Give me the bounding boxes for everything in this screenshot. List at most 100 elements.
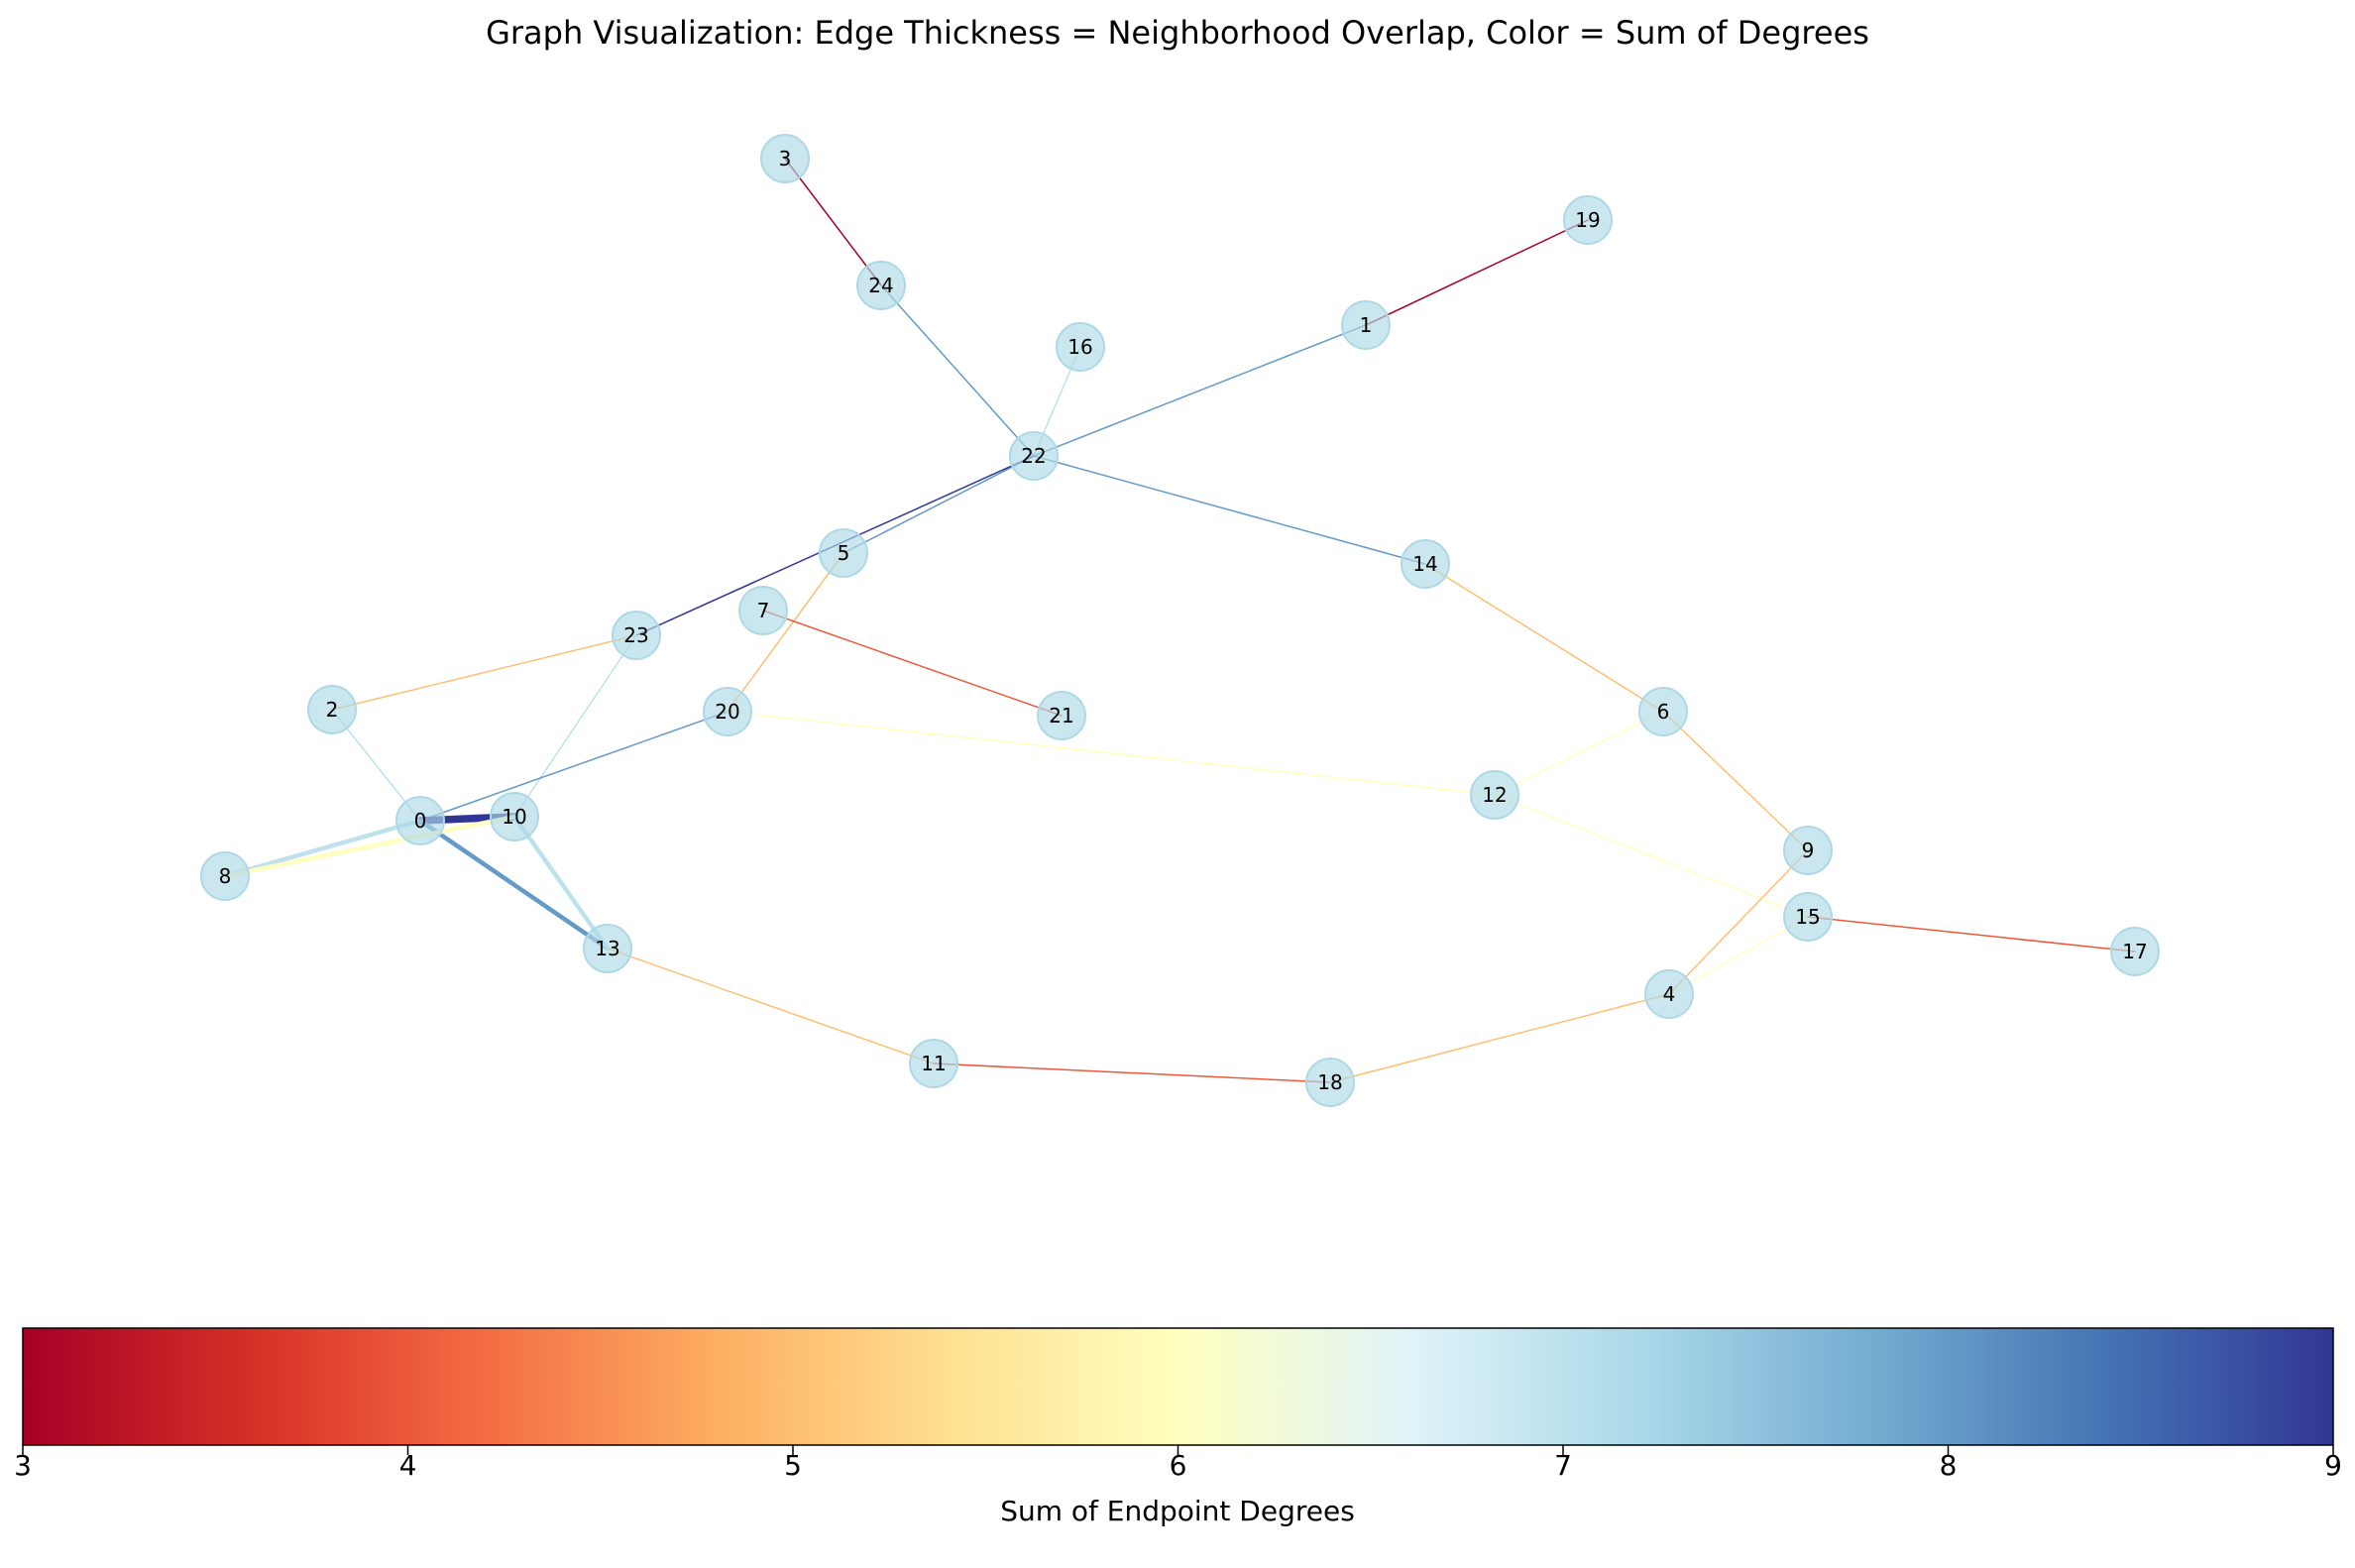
node-7: 7 xyxy=(738,586,788,635)
node-circle xyxy=(1783,826,1833,875)
node-circle xyxy=(490,792,539,841)
node-circle xyxy=(1037,691,1086,740)
node-13: 13 xyxy=(583,924,632,973)
node-circle xyxy=(307,685,357,734)
node-24: 24 xyxy=(856,261,906,310)
node-23: 23 xyxy=(612,611,661,660)
edge-23-10 xyxy=(513,634,637,818)
node-circle xyxy=(1470,770,1519,820)
node-label: 20 xyxy=(715,700,739,724)
node-label: 4 xyxy=(1663,982,1676,1006)
node-label: 6 xyxy=(1657,700,1670,724)
node-5: 5 xyxy=(819,528,868,578)
node-label: 5 xyxy=(838,541,850,565)
node-9: 9 xyxy=(1783,826,1833,875)
edge-10-8 xyxy=(222,814,517,879)
edge-20-0 xyxy=(419,711,729,822)
node-label: 22 xyxy=(1021,444,1046,468)
node-label: 17 xyxy=(2122,940,2147,963)
node-20: 20 xyxy=(703,687,752,736)
node-17: 17 xyxy=(2110,927,2160,976)
node-18: 18 xyxy=(1305,1058,1355,1107)
node-label: 10 xyxy=(502,805,526,829)
figure-title: Graph Visualization: Edge Thickness = Ne… xyxy=(486,14,1869,52)
node-label: 7 xyxy=(757,599,770,622)
node-circle xyxy=(1056,322,1105,372)
edge-6-12 xyxy=(1494,711,1664,796)
node-label: 24 xyxy=(868,274,893,297)
edge-12-15 xyxy=(1494,794,1809,918)
colorbar-ticks xyxy=(22,1445,2334,1455)
edge-3-24 xyxy=(784,158,882,286)
colorbar-bar xyxy=(22,1327,2334,1446)
node-label: 15 xyxy=(1795,905,1820,929)
node-circle xyxy=(1563,195,1613,245)
node-circle xyxy=(612,611,661,660)
node-label: 3 xyxy=(779,147,792,170)
node-label: 19 xyxy=(1575,208,1600,232)
colorbar xyxy=(22,1327,2334,1455)
node-circle xyxy=(395,796,445,845)
node-circle xyxy=(703,687,752,736)
node-label: 1 xyxy=(1360,313,1373,337)
node-21: 21 xyxy=(1037,691,1086,740)
node-label: 18 xyxy=(1317,1070,1342,1094)
colorbar-tick-label: 4 xyxy=(398,1449,417,1482)
node-circle xyxy=(1644,969,1694,1019)
node-2: 2 xyxy=(307,685,357,734)
node-6: 6 xyxy=(1638,687,1688,736)
node-label: 2 xyxy=(326,698,339,722)
colorbar-tick-label: 9 xyxy=(2324,1449,2342,1482)
edge-24-22 xyxy=(880,284,1035,457)
node-circle xyxy=(583,924,632,973)
node-1: 1 xyxy=(1341,300,1391,350)
node-label: 23 xyxy=(623,623,648,647)
node-label: 16 xyxy=(1067,335,1092,359)
edge-2-23 xyxy=(331,634,637,711)
colorbar-tick-label: 6 xyxy=(1169,1449,1187,1482)
node-12: 12 xyxy=(1470,770,1519,820)
edge-0-13 xyxy=(417,818,611,952)
nodes-layer: 3 24 19 1 16 22 5 14 7 23 2 20 21 6 12 0 10 8 9 15 17 13 4 11 18 xyxy=(200,134,2160,1107)
edge-13-11 xyxy=(607,948,935,1064)
node-circle xyxy=(1305,1058,1355,1107)
node-label: 8 xyxy=(219,864,232,888)
node-0: 0 xyxy=(395,796,445,845)
colorbar-tick-label: 5 xyxy=(784,1449,802,1482)
node-8: 8 xyxy=(200,851,250,901)
edge-0-8 xyxy=(222,818,423,879)
edge-18-4 xyxy=(1329,993,1670,1083)
edge-22-5 xyxy=(842,455,1035,554)
edge-6-9 xyxy=(1662,711,1809,851)
node-circle xyxy=(909,1039,958,1088)
edge-22-14 xyxy=(1033,455,1426,565)
node-circle xyxy=(1783,892,1833,942)
edge-15-4 xyxy=(1668,916,1809,995)
node-label: 21 xyxy=(1049,704,1073,728)
node-circle xyxy=(2110,927,2160,976)
edge-7-21 xyxy=(762,610,1063,717)
node-circle xyxy=(1341,300,1391,350)
edges-layer xyxy=(222,158,2136,1083)
node-circle xyxy=(856,261,906,310)
node-15: 15 xyxy=(1783,892,1833,942)
edge-10-13 xyxy=(511,814,611,952)
node-circle xyxy=(819,528,868,578)
node-22: 22 xyxy=(1009,431,1059,481)
node-label: 12 xyxy=(1482,783,1507,807)
node-circle xyxy=(760,134,810,183)
node-label: 14 xyxy=(1412,552,1437,576)
node-11: 11 xyxy=(909,1039,958,1088)
edge-5-20 xyxy=(727,552,844,713)
node-label: 9 xyxy=(1802,839,1815,862)
edge-14-6 xyxy=(1424,563,1664,713)
colorbar-tick-label: 8 xyxy=(1939,1449,1958,1482)
node-label: 11 xyxy=(921,1052,946,1075)
node-label: 0 xyxy=(414,809,427,833)
node-label: 13 xyxy=(595,937,619,960)
node-circle xyxy=(1638,687,1688,736)
edge-1-19 xyxy=(1365,219,1589,326)
node-10: 10 xyxy=(490,792,539,841)
edge-11-18 xyxy=(933,1063,1331,1083)
